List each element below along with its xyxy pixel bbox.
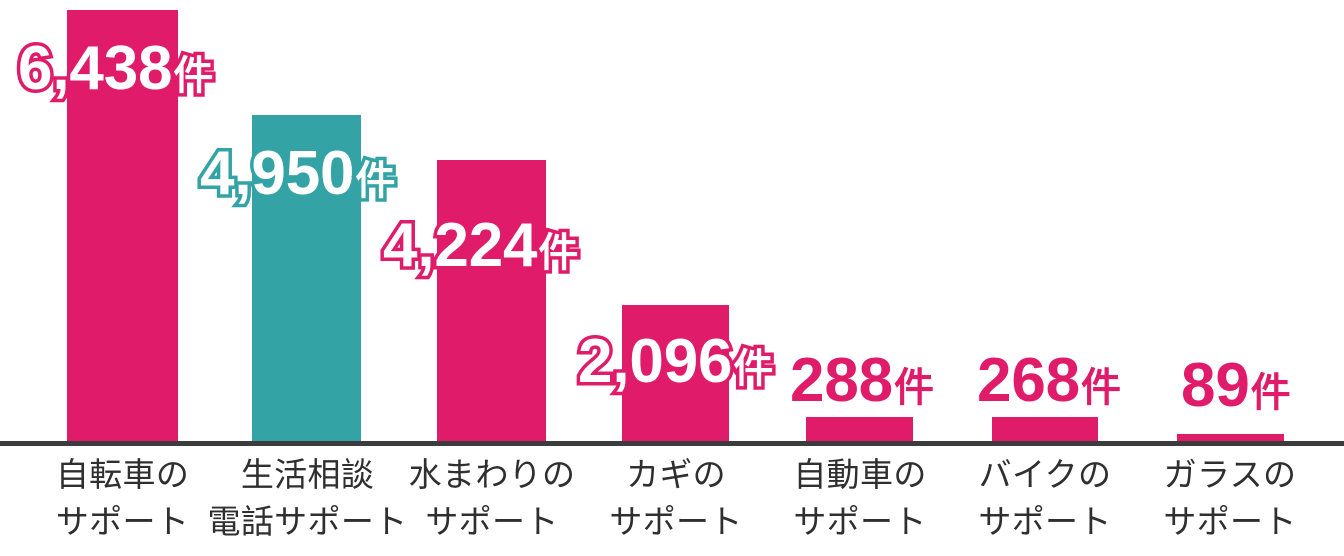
category-label-line1: バイクの (978, 456, 1112, 493)
bar-seikatsu-soudan (252, 115, 361, 446)
category-label-line2: サポート (55, 502, 190, 540)
category-axis-labels: 自転車の サポート 生活相談 電話サポート 水まわりの サポート カギの サポー… (0, 452, 1344, 556)
category-label-line1: 自動車の (793, 456, 927, 493)
value-number: 268 (977, 346, 1080, 415)
category-label-kagi: カギの サポート (590, 452, 762, 546)
category-label-baiku: バイクの サポート (959, 452, 1131, 546)
value-unit: 件 (1250, 371, 1291, 415)
value-number: 6,438 (14, 34, 176, 103)
value-label-jidousha: 288件 (790, 350, 934, 412)
category-label-line1: 自転車の (55, 456, 190, 493)
value-unit: 件 (893, 366, 934, 410)
value-unit: 件 (170, 53, 217, 100)
value-number: 2,096 (574, 327, 736, 396)
value-label-mizumawari: 4,224件 (379, 211, 582, 280)
x-axis-line (0, 441, 1344, 446)
category-label-mizumawari: 水まわりの サポート (404, 452, 580, 546)
value-number: 4,224 (379, 211, 541, 280)
value-label-jitensha: 6,438件 (14, 34, 217, 103)
value-label-seikatsu-soudan: 4,950件 (196, 139, 399, 208)
category-label-line2: サポート (978, 502, 1112, 540)
category-label-line1: 水まわりの (408, 456, 576, 493)
category-label-line1: ガラスの (1163, 456, 1297, 493)
bar-jitensha (67, 10, 178, 446)
category-label-line1: 生活相談 (240, 456, 375, 493)
plot-area: 6,438件 4,950件 4,224件 2,096件 288件 268件 89… (0, 10, 1344, 446)
bar-kagi (622, 305, 729, 446)
value-unit: 件 (1080, 366, 1121, 410)
category-label-glass: ガラスの サポート (1144, 452, 1316, 546)
value-number: 89 (1181, 351, 1250, 420)
category-label-seikatsu-soudan: 生活相談 電話サポート (205, 452, 410, 546)
value-label-kagi: 2,096件 (574, 327, 777, 396)
category-label-jitensha: 自転車の サポート (37, 452, 208, 546)
value-unit: 件 (535, 230, 582, 277)
bar-mizumawari (437, 160, 546, 446)
category-label-line2: サポート (425, 502, 559, 540)
category-label-line2: サポート (793, 502, 927, 540)
value-label-glass: 89件 (1181, 355, 1291, 417)
category-label-line1: カギの (626, 456, 726, 493)
category-label-jidousha: 自動車の サポート (774, 452, 946, 546)
category-label-line2: サポート (1163, 502, 1297, 540)
value-unit: 件 (352, 158, 399, 205)
value-unit: 件 (730, 346, 777, 393)
category-label-line2: 電話サポート (207, 502, 408, 540)
value-number: 4,950 (196, 139, 358, 208)
value-label-baiku: 268件 (977, 350, 1121, 412)
category-label-line2: サポート (609, 502, 743, 540)
value-number: 288 (790, 346, 893, 415)
